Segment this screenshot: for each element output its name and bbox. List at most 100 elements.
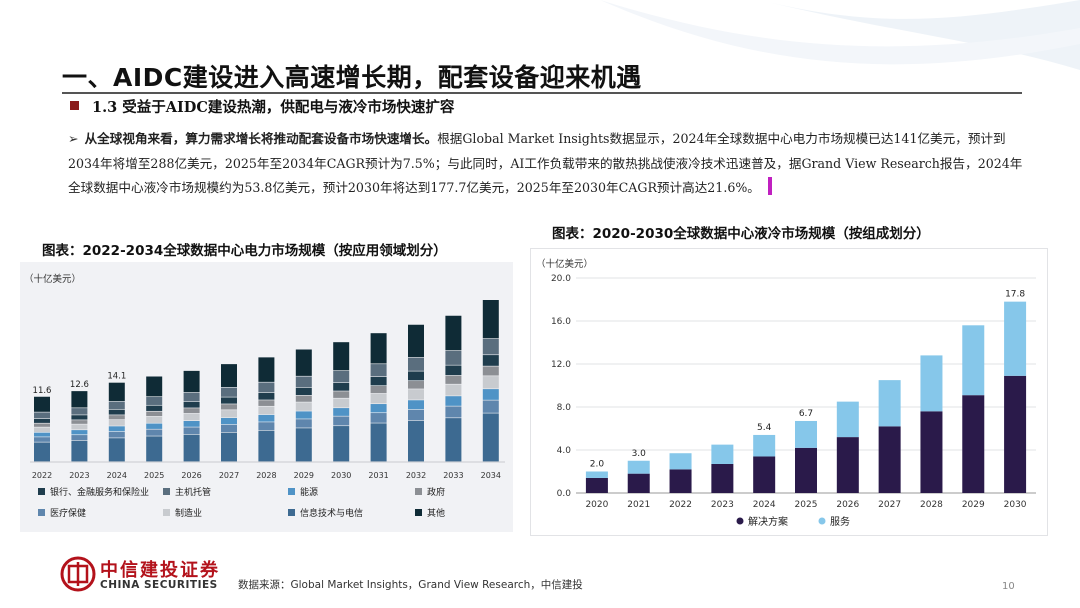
bar-segment-2033-5 (445, 375, 462, 384)
bar-2024-solution (753, 456, 776, 493)
bar-segment-2027-2 (221, 424, 237, 433)
total-label-2024: 5.4 (757, 423, 772, 433)
legend-label-8: 其他 (427, 507, 445, 519)
total-label-2020: 2.0 (590, 460, 605, 470)
bar-segment-2031-1 (370, 423, 387, 462)
bar-segment-2024-2 (108, 431, 125, 438)
bar-segment-2034-2 (482, 400, 499, 413)
bar-segment-2023-8 (71, 391, 88, 408)
bar-segment-2033-7 (445, 350, 462, 365)
bar-segment-2024-7 (108, 401, 125, 410)
bar-segment-2023-3 (71, 430, 88, 435)
bar-segment-2026-3 (183, 420, 200, 427)
bar-2023-solution (711, 463, 734, 493)
bar-segment-2029-5 (295, 395, 312, 402)
bar-segment-2025-2 (146, 429, 163, 436)
total-label-2023: 12.6 (70, 380, 89, 390)
legend-swatch-5 (38, 509, 45, 516)
bar-2026-service (836, 401, 859, 438)
page-number: 10 (1002, 581, 1015, 592)
bar-2027-service (878, 380, 901, 427)
bar-segment-2024-6 (108, 409, 125, 415)
right-chart-title: 图表：2020-2030全球数据中心液冷市场规模（按组成划分） (552, 226, 930, 242)
body-text: 根据Global Market Insights数据显示，2024年全球数据中心… (68, 131, 1023, 195)
legend-swatch-3 (288, 488, 295, 495)
total-label-2025: 6.7 (799, 409, 813, 419)
bar-segment-2029-3 (295, 411, 312, 419)
bar-2026-solution (836, 437, 859, 493)
bar-segment-2033-4 (445, 384, 462, 396)
bar-segment-2026-6 (183, 401, 200, 408)
bar-2025-solution (795, 447, 817, 493)
x-tick-label-2027: 2027 (878, 500, 901, 510)
bar-segment-2031-3 (370, 404, 387, 413)
bar-segment-2025-6 (146, 405, 163, 411)
bar-segment-2027-8 (221, 364, 237, 388)
citic-logo-icon (60, 556, 96, 592)
bar-segment-2029-1 (295, 428, 312, 462)
bar-segment-2033-2 (445, 406, 462, 418)
legend-label-solution: 解决方案 (748, 515, 788, 528)
bar-segment-2023-2 (71, 435, 88, 441)
bar-segment-2025-5 (146, 411, 163, 417)
bar-segment-2028-2 (258, 422, 275, 431)
bar-2024-service (753, 434, 776, 457)
title-divider (62, 92, 1022, 94)
left-chart-unit: （十亿美元） (24, 274, 82, 285)
y-tick-label-5: 16.0 (551, 317, 571, 327)
x-tick-label-2022: 2022 (669, 500, 692, 510)
bar-segment-2031-7 (370, 364, 387, 377)
bar-segment-2031-8 (370, 333, 387, 364)
bar-2020-service (585, 471, 608, 478)
bar-segment-2023-1 (71, 440, 88, 462)
bar-segment-2022-5 (34, 423, 50, 427)
bar-segment-2030-8 (333, 342, 350, 371)
bar-segment-2032-1 (408, 420, 424, 462)
bar-segment-2026-4 (183, 413, 200, 421)
bar-segment-2025-7 (146, 397, 163, 405)
bar-segment-2030-3 (333, 408, 350, 416)
legend-label-6: 制造业 (175, 507, 202, 519)
bar-2030-service (1004, 301, 1027, 376)
bar-segment-2025-4 (146, 416, 163, 423)
bar-segment-2023-5 (71, 420, 88, 424)
bar-segment-2026-1 (183, 434, 200, 462)
bar-segment-2022-6 (34, 418, 50, 423)
bar-segment-2026-8 (183, 370, 200, 393)
bar-segment-2029-7 (295, 376, 312, 388)
legend-swatch-2 (163, 488, 170, 495)
bar-segment-2029-8 (295, 349, 312, 376)
x-tick-label-2023: 2023 (69, 471, 89, 480)
legend-swatch-solution (736, 517, 744, 525)
body-lead: 从全球视角来看，算力需求增长将推动配套设备市场快速增长。 (84, 131, 438, 146)
legend-label-4: 政府 (427, 486, 445, 498)
x-tick-label-2026: 2026 (181, 471, 201, 480)
x-tick-label-2028: 2028 (256, 471, 276, 480)
bar-segment-2028-3 (258, 414, 275, 422)
x-tick-label-2033: 2033 (443, 471, 463, 480)
bar-segment-2030-1 (333, 426, 350, 462)
bar-segment-2025-8 (146, 376, 163, 397)
legend-label-7: 信息技术与电信 (300, 507, 363, 519)
bar-segment-2024-4 (108, 419, 125, 426)
bar-segment-2027-3 (221, 417, 237, 425)
legend-swatch-4 (415, 488, 422, 495)
x-tick-label-2031: 2031 (368, 471, 388, 480)
bar-2030-solution (1004, 375, 1027, 493)
bar-2027-solution (878, 426, 901, 493)
bar-segment-2027-5 (221, 404, 237, 410)
right-chart-panel (530, 248, 1048, 536)
bar-segment-2033-8 (445, 315, 462, 351)
bar-segment-2025-3 (146, 423, 163, 429)
x-tick-label-2024: 2024 (107, 471, 127, 480)
x-tick-label-2029: 2029 (962, 500, 985, 510)
bar-segment-2032-7 (408, 357, 424, 371)
bar-2022-solution (669, 469, 692, 493)
x-tick-label-2023: 2023 (711, 500, 734, 510)
bar-segment-2034-4 (482, 376, 499, 389)
bar-segment-2030-6 (333, 382, 350, 391)
legend-swatch-8 (415, 509, 422, 516)
section-heading: 1.3 受益于AIDC建设热潮，供配电与液冷市场快速扩容 (92, 99, 455, 116)
bar-segment-2026-5 (183, 408, 200, 414)
